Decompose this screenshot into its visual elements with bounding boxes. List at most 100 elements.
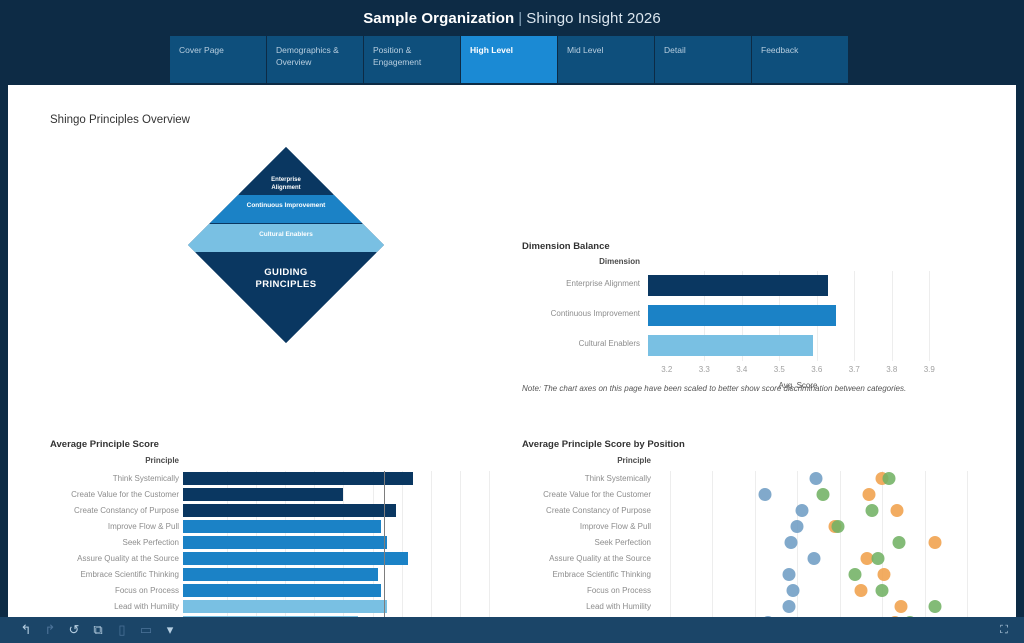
scatter-point[interactable] <box>782 568 796 581</box>
scatter-point[interactable] <box>877 568 891 581</box>
dropdown-caret-icon[interactable]: ▾ <box>166 622 174 637</box>
bar[interactable] <box>183 520 382 533</box>
diamond-band-cultural-enablers <box>188 224 384 252</box>
bar[interactable] <box>648 335 813 356</box>
scatter-point[interactable] <box>848 568 862 581</box>
scatter-point[interactable] <box>865 504 879 517</box>
category-label: Lead with Humility <box>586 602 651 611</box>
bar[interactable] <box>183 552 408 565</box>
diamond-label-cultural-enablers: Cultural Enablers <box>259 231 313 238</box>
undo-icon[interactable]: ↰ <box>20 622 32 637</box>
tab-detail[interactable]: Detail <box>655 36 752 83</box>
tab-position-engagement[interactable]: Position & Engagement <box>364 36 461 83</box>
app-header: Sample Organization | Shingo Insight 2026 <box>0 0 1024 36</box>
scatter-point[interactable] <box>928 536 942 549</box>
bar[interactable] <box>648 275 828 296</box>
bar[interactable] <box>183 536 388 549</box>
shingo-model-diamond: Enterprise Alignment Continuous Improveme… <box>188 147 384 343</box>
bar[interactable] <box>183 584 382 597</box>
scatter-point[interactable] <box>784 536 798 549</box>
tab-demographics-overview[interactable]: Demographics & Overview <box>267 36 364 83</box>
revert-icon[interactable]: ↺ <box>68 622 80 637</box>
tab-cover-page[interactable]: Cover Page <box>170 36 267 83</box>
gridline <box>255 471 257 631</box>
score-by-position-title: Average Principle Score by Position <box>522 439 685 450</box>
dimension-balance-chart: Dimension Balance Dimension Enterprise A… <box>522 241 952 390</box>
scatter-point[interactable] <box>758 488 772 501</box>
gridline <box>460 471 461 631</box>
bar[interactable] <box>183 472 414 485</box>
average-reference-line <box>384 471 386 635</box>
diamond-label-guiding-principles: GUIDING PRINCIPLES <box>255 267 317 290</box>
bar[interactable] <box>183 600 388 613</box>
category-label: Continuous Improvement <box>550 309 640 318</box>
tab-mid-level[interactable]: Mid Level <box>558 36 655 83</box>
gridline <box>712 471 714 631</box>
scatter-point[interactable] <box>807 552 821 565</box>
refresh-icon[interactable]: ⧉ <box>93 622 103 637</box>
view-icon: ▭ <box>139 622 153 637</box>
gridline <box>343 471 345 631</box>
bottom-toolbar: ↰ ↱ ↺ ⧉ ▯ ▭ ▾ ⛶ <box>0 617 1024 643</box>
tab-high-level[interactable]: High Level <box>461 36 558 83</box>
category-label: Create Constancy of Purpose <box>546 506 651 515</box>
scatter-point[interactable] <box>816 488 830 501</box>
bar[interactable] <box>183 504 396 517</box>
gridline <box>797 471 799 631</box>
scatter-point[interactable] <box>862 488 876 501</box>
plot-row-area <box>655 487 982 503</box>
gridline <box>854 271 856 361</box>
category-label: Focus on Process <box>114 586 179 595</box>
scatter-point[interactable] <box>875 584 889 597</box>
gridline <box>401 471 403 631</box>
scatter-point[interactable] <box>882 472 896 485</box>
axis-scaling-note: Note: The chart axes on this page have b… <box>522 384 907 393</box>
average-principle-score-category-axis-title: Principle <box>145 456 179 465</box>
scatter-point[interactable] <box>809 472 823 485</box>
scatter-point[interactable] <box>890 504 904 517</box>
gridline <box>226 471 228 631</box>
plot-row-area <box>655 551 982 567</box>
scatter-point[interactable] <box>782 600 796 613</box>
bar[interactable] <box>183 488 344 501</box>
scatter-point[interactable] <box>786 584 800 597</box>
scatter-point[interactable] <box>790 520 804 533</box>
page-header-title: Sample Organization | Shingo Insight 2026 <box>363 10 661 27</box>
gridline <box>430 471 432 631</box>
scatter-point[interactable] <box>928 600 942 613</box>
category-label: Think Systemically <box>112 474 179 483</box>
gridline <box>489 471 491 631</box>
diamond-shape: Enterprise Alignment Continuous Improveme… <box>188 147 384 343</box>
scatter-point[interactable] <box>894 600 908 613</box>
category-label: Seek Perfection <box>594 538 651 547</box>
scatter-point[interactable] <box>854 584 868 597</box>
scatter-point[interactable] <box>871 552 885 565</box>
score-by-position-chart: Average Principle Score by Position Prin… <box>522 439 1002 643</box>
scatter-point[interactable] <box>795 504 808 517</box>
grid <box>183 471 495 631</box>
category-label: Lead with Humility <box>114 602 179 611</box>
gridline <box>882 471 884 631</box>
dimension-balance-title: Dimension Balance <box>522 241 610 252</box>
scatter-point[interactable] <box>892 536 906 549</box>
tab-feedback[interactable]: Feedback <box>752 36 849 83</box>
gridline <box>285 471 287 631</box>
category-label: Cultural Enablers <box>578 339 640 348</box>
scatter-point[interactable] <box>860 552 874 565</box>
scatter-point[interactable] <box>831 520 845 533</box>
category-label: Improve Flow & Pull <box>107 522 179 531</box>
diamond-label-enterprise-alignment: Enterprise Alignment <box>271 177 301 191</box>
gridline <box>669 471 671 631</box>
fullscreen-icon[interactable]: ⛶ <box>1000 623 1008 636</box>
gridline <box>891 271 893 361</box>
redo-icon: ↱ <box>44 622 56 637</box>
category-label: Focus on Process <box>586 586 651 595</box>
gridline <box>314 471 316 631</box>
bar[interactable] <box>648 305 836 326</box>
plot-row-area <box>655 535 982 551</box>
gridline <box>839 471 841 631</box>
plot-row-area <box>655 503 982 519</box>
bar[interactable] <box>183 568 379 581</box>
category-label: Embrace Scientific Thinking <box>552 570 651 579</box>
